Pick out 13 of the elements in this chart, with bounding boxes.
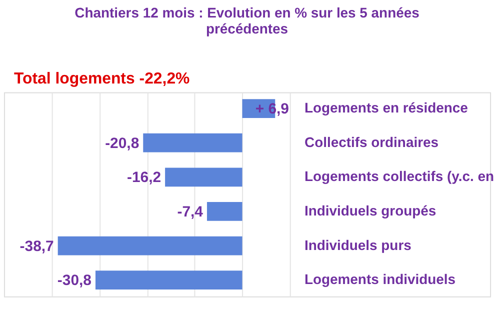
text: Total logements -22,2%: [14, 70, 190, 88]
y-tick-label: Logements en résidence: [304, 100, 468, 116]
y-tick-label: Logements individuels: [304, 271, 456, 288]
y-tick-label: Individuels groupés: [304, 202, 436, 218]
data-label: -38,7: [20, 238, 54, 255]
y-tick-label: Collectifs ordinaires: [304, 134, 439, 150]
data-label: -30,8: [57, 272, 92, 290]
data-label: -20,8: [105, 134, 140, 152]
y-tick-label: Individuels purs: [304, 236, 412, 253]
y-tick-label: Logements collectifs (y.c. en: [304, 168, 494, 184]
chart-title: Chantiers 12 mois : Evolution en % sur les 5 années précédentes: [74, 4, 420, 36]
data-label: -7,4: [177, 203, 204, 220]
data-label: -16,2: [127, 169, 162, 186]
